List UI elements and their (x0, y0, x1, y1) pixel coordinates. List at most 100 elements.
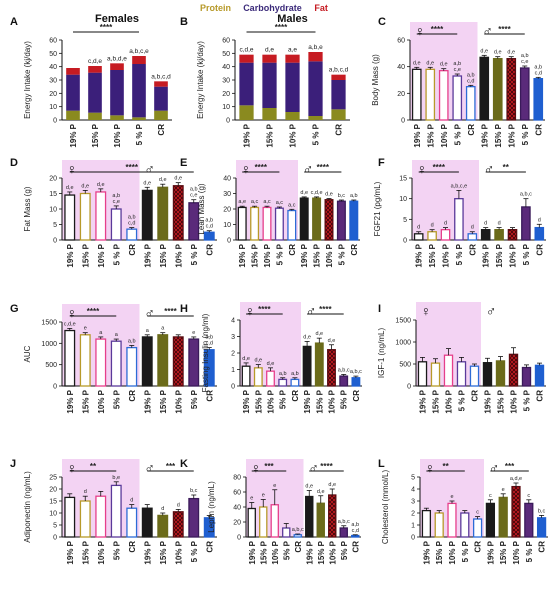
y-tick-label: 2 (411, 511, 415, 518)
bar-annotation: e (450, 494, 453, 500)
panel-title: Males (277, 13, 308, 25)
bar (110, 340, 122, 387)
male-symbol: ♂ (144, 161, 155, 177)
bar (262, 206, 272, 241)
bar-annotation: a,b (205, 335, 213, 341)
bar (430, 362, 441, 387)
x-tick-label: CR (294, 541, 303, 553)
bar (524, 502, 534, 538)
bar (521, 366, 532, 387)
x-tick-label: 10% P (509, 243, 518, 267)
bar (336, 200, 346, 241)
y-tick-label: 60 (222, 38, 230, 45)
bar (506, 58, 517, 121)
panel-title: Females (95, 13, 139, 25)
bar-annotation: b,e (112, 475, 120, 481)
bar-segment-carbohydrate (262, 62, 277, 108)
y-tick-label: 10 (49, 511, 57, 518)
y-tick-label: 1000 (41, 341, 57, 348)
bar-annotation: b,c (538, 508, 546, 514)
bar-segment-carbohydrate (331, 80, 346, 110)
sig-label: *** (166, 462, 176, 471)
bar (95, 191, 107, 241)
female-symbol: ♀ (67, 161, 78, 177)
bar (440, 229, 451, 241)
bar-segment-fat (239, 54, 254, 63)
sig-label: **** (433, 163, 446, 172)
panel-letter: B (180, 16, 188, 28)
x-tick-label: 5 % P (522, 243, 531, 265)
bar (126, 228, 138, 241)
bar-annotation: d (431, 223, 434, 229)
x-tick-label: 15% P (159, 540, 168, 564)
bar-annotation: d (471, 225, 474, 231)
x-tick-label: 19% P (422, 540, 431, 564)
y-tick-label: 10 (49, 104, 57, 111)
female-symbol: ♀ (415, 23, 426, 39)
bar (316, 502, 325, 538)
bar-segment-fat (331, 74, 346, 80)
bar-annotation: a,b (350, 193, 358, 199)
bar-segment-protein (66, 110, 80, 120)
bar (480, 229, 491, 241)
bar-annotation: a,b,c,d (329, 67, 349, 74)
bar (141, 507, 153, 538)
x-tick-label: 5 % P (135, 123, 144, 145)
x-tick-label: 5 % P (275, 243, 284, 265)
x-tick-label: 5 % P (455, 243, 464, 265)
bar-annotation: d,e (494, 50, 502, 56)
y-tick-label: 80 (233, 475, 241, 482)
x-tick-label: 5 % P (112, 243, 121, 265)
male-symbol: ♂ (486, 303, 497, 319)
top-legend: Protein Carbohydrate Fat (200, 3, 328, 13)
x-tick-label: CR (467, 124, 476, 136)
bar (533, 78, 544, 121)
bar-annotation: d (177, 502, 180, 508)
y-tick-label: 0 (53, 535, 57, 542)
bar-annotation: c,e (190, 193, 197, 199)
x-tick-label: 10% P (440, 123, 449, 147)
y-axis-label: IGF-1 (ng/mL) (377, 328, 386, 379)
y-tick-label: 40 (49, 64, 57, 71)
bar (413, 233, 424, 241)
x-tick-label: 10% P (325, 243, 334, 267)
bar-segment-carbohydrate (110, 70, 124, 116)
x-tick-label: 15% P (259, 540, 268, 564)
bar-annotation: d,e (413, 60, 421, 66)
y-axis-label: Cholesterol (mmol/L) (381, 470, 390, 545)
y-tick-label: 500 (45, 362, 57, 369)
bar-annotation: a,b (128, 338, 136, 344)
bar-annotation: a (115, 332, 119, 338)
x-tick-label: 5 % P (521, 123, 530, 145)
sig-label: **** (275, 23, 288, 32)
bar-segment-fat (132, 56, 146, 64)
x-tick-label: 5 % P (525, 540, 534, 562)
bar (349, 200, 359, 241)
bar (172, 185, 184, 241)
bar (508, 353, 519, 387)
bar-annotation: d,e (265, 47, 274, 54)
x-tick-label: 19% P (480, 123, 489, 147)
sig-label: **** (320, 462, 333, 471)
bar (126, 346, 138, 387)
bar (479, 56, 490, 121)
female-symbol: ♀ (67, 460, 78, 476)
x-tick-label: 19% P (243, 123, 252, 147)
bar (64, 194, 76, 241)
x-tick-label: CR (468, 244, 477, 256)
bar-annotation: a,d,e (510, 476, 522, 482)
y-tick-label: 50 (49, 51, 57, 58)
x-tick-label: 19% P (66, 389, 75, 413)
bar (536, 517, 547, 538)
bar-annotation: d,e (315, 331, 323, 337)
y-tick-label: 1500 (41, 320, 57, 327)
x-tick-label: 5 % P (523, 389, 532, 411)
bar (434, 512, 444, 538)
x-tick-label: 19% P (143, 540, 152, 564)
x-tick-label: 19% P (242, 389, 251, 413)
y-tick-label: 0 (226, 118, 230, 125)
sig-label: **** (255, 163, 268, 172)
x-tick-label: CR (351, 541, 360, 553)
bar-segment-fat (154, 81, 168, 87)
